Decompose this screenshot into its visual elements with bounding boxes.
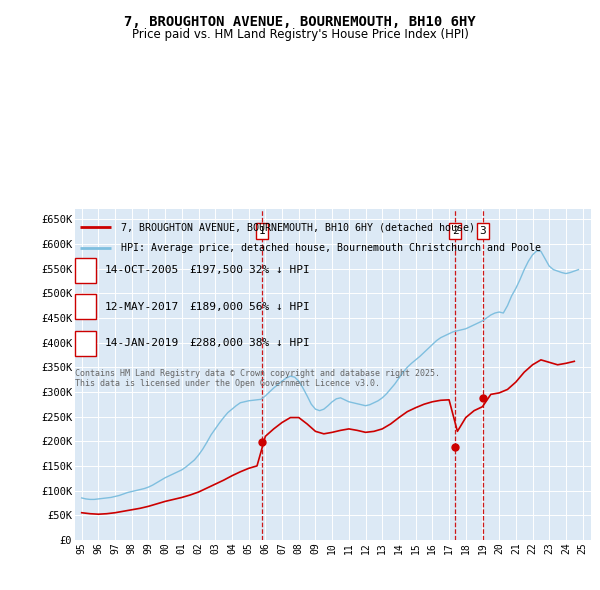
Text: 7, BROUGHTON AVENUE, BOURNEMOUTH, BH10 6HY (detached house): 7, BROUGHTON AVENUE, BOURNEMOUTH, BH10 6… [121, 222, 475, 232]
Text: 2: 2 [452, 226, 458, 236]
Text: £197,500: £197,500 [189, 266, 243, 275]
Text: 2: 2 [82, 300, 89, 313]
Text: £189,000: £189,000 [189, 302, 243, 312]
Text: 7, BROUGHTON AVENUE, BOURNEMOUTH, BH10 6HY: 7, BROUGHTON AVENUE, BOURNEMOUTH, BH10 6… [124, 15, 476, 29]
Text: 14-JAN-2019: 14-JAN-2019 [105, 339, 179, 348]
Text: Contains HM Land Registry data © Crown copyright and database right 2025.
This d: Contains HM Land Registry data © Crown c… [75, 369, 440, 388]
Text: 12-MAY-2017: 12-MAY-2017 [105, 302, 179, 312]
Text: 14-OCT-2005: 14-OCT-2005 [105, 266, 179, 275]
Text: £288,000: £288,000 [189, 339, 243, 348]
Text: 3: 3 [480, 226, 487, 236]
Text: 1: 1 [82, 264, 89, 277]
Text: 38% ↓ HPI: 38% ↓ HPI [249, 339, 310, 348]
Text: HPI: Average price, detached house, Bournemouth Christchurch and Poole: HPI: Average price, detached house, Bour… [121, 242, 541, 253]
Text: 1: 1 [259, 226, 265, 236]
Text: 3: 3 [82, 337, 89, 350]
Text: 32% ↓ HPI: 32% ↓ HPI [249, 266, 310, 275]
Text: 56% ↓ HPI: 56% ↓ HPI [249, 302, 310, 312]
Text: Price paid vs. HM Land Registry's House Price Index (HPI): Price paid vs. HM Land Registry's House … [131, 28, 469, 41]
